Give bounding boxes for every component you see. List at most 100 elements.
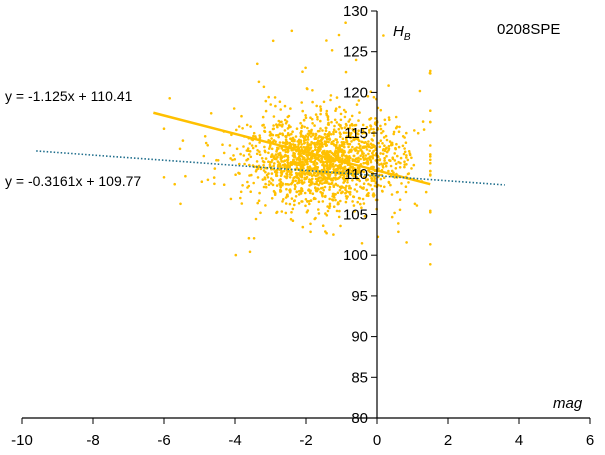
scatter-point	[356, 169, 360, 173]
scatter-point	[309, 189, 312, 192]
scatter-point	[276, 165, 280, 168]
scatter-point	[366, 160, 369, 164]
scatter-point	[393, 152, 397, 155]
scatter-point	[293, 187, 297, 191]
scatter-point	[264, 99, 268, 103]
scatter-point	[315, 182, 318, 186]
scatter-point	[320, 157, 324, 160]
scatter-point	[301, 109, 305, 113]
scatter-point	[292, 160, 296, 163]
scatter-point	[289, 217, 293, 221]
scatter-point	[330, 198, 334, 201]
scatter-point	[320, 144, 324, 148]
scatter-point	[361, 123, 365, 127]
scatter-point	[222, 151, 226, 155]
scatter-point	[302, 136, 306, 140]
scatter-point	[287, 124, 291, 127]
scatter-point	[275, 210, 279, 214]
scatter-point	[346, 195, 349, 198]
scatter-point	[397, 222, 400, 225]
scatter-point	[395, 142, 398, 146]
scatter-point	[330, 120, 333, 124]
scatter-point	[294, 135, 298, 138]
scatter-point	[331, 165, 335, 168]
scatter-point	[275, 124, 279, 127]
scatter-point	[344, 155, 347, 158]
scatter-point	[204, 141, 208, 145]
scatter-point	[385, 146, 388, 150]
scatter-point	[345, 138, 348, 142]
scatter-point	[334, 198, 337, 202]
scatter-point	[339, 118, 343, 122]
scatter-point	[383, 156, 386, 160]
scatter-point	[304, 198, 308, 201]
scatter-point	[340, 162, 344, 165]
scatter-point	[252, 237, 256, 240]
scatter-point	[393, 211, 396, 215]
scatter-point	[286, 149, 290, 153]
scatter-point	[336, 184, 340, 187]
scatter-point	[366, 157, 370, 160]
scatter-point	[413, 129, 416, 132]
scatter-point	[334, 173, 337, 177]
scatter-point	[332, 192, 336, 196]
scatter-point	[341, 137, 345, 141]
scatter-point	[340, 126, 344, 130]
scatter-point	[337, 166, 341, 169]
scatter-point	[221, 143, 224, 146]
scatter-point	[315, 174, 319, 177]
scatter-point	[303, 163, 306, 166]
scatter-point	[319, 109, 323, 112]
scatter-point	[267, 183, 271, 186]
scatter-point	[268, 180, 271, 183]
scatter-point	[351, 179, 354, 182]
scatter-point	[278, 182, 281, 186]
scatter-point	[285, 187, 288, 191]
scatter-point	[298, 173, 301, 177]
scatter-point	[336, 191, 340, 194]
scatter-point	[278, 162, 282, 166]
scatter-point	[272, 127, 276, 131]
scatter-point	[379, 152, 382, 155]
scatter-point	[317, 188, 320, 191]
scatter-point	[262, 169, 266, 172]
scatter-point	[341, 167, 344, 170]
scatter-point	[284, 202, 288, 205]
scatter-point	[338, 105, 341, 109]
scatter-point	[301, 172, 304, 175]
scatter-point	[252, 131, 256, 135]
scatter-point	[305, 153, 308, 157]
y-tick-label: 125	[343, 44, 368, 61]
scatter-point	[378, 145, 382, 149]
axes: -10 -8 -6 -4 -2 0 2 4 6 80 85 90 95 100 105 110 115 120 12…	[11, 3, 594, 449]
scatter-point	[267, 151, 270, 155]
scatter-point	[383, 185, 386, 189]
scatter-point	[357, 99, 361, 102]
scatter-point	[299, 135, 303, 138]
scatter-point	[293, 203, 296, 207]
scatter-point	[274, 104, 277, 108]
scatter-point	[233, 158, 237, 161]
scatter-point	[304, 114, 307, 117]
scatter-point	[322, 188, 326, 192]
scatter-point	[291, 219, 295, 222]
scatter-point	[384, 164, 388, 168]
scatter-point	[228, 144, 232, 147]
scatter-point	[268, 130, 272, 134]
scatter-points	[162, 21, 432, 266]
scatter-point	[333, 124, 336, 128]
x-tick-label: -8	[86, 432, 99, 449]
scatter-point	[315, 156, 319, 160]
scatter-point	[222, 183, 226, 186]
scatter-point	[372, 145, 376, 149]
scatter-point	[308, 167, 312, 170]
scatter-point	[261, 160, 265, 163]
scatter-point	[272, 189, 276, 193]
scatter-point	[282, 141, 285, 145]
scatter-point	[405, 241, 408, 244]
scatter-point	[325, 181, 328, 184]
x-tick-label: 0	[373, 432, 381, 449]
scatter-point	[309, 183, 313, 186]
scatter-point	[284, 135, 287, 138]
